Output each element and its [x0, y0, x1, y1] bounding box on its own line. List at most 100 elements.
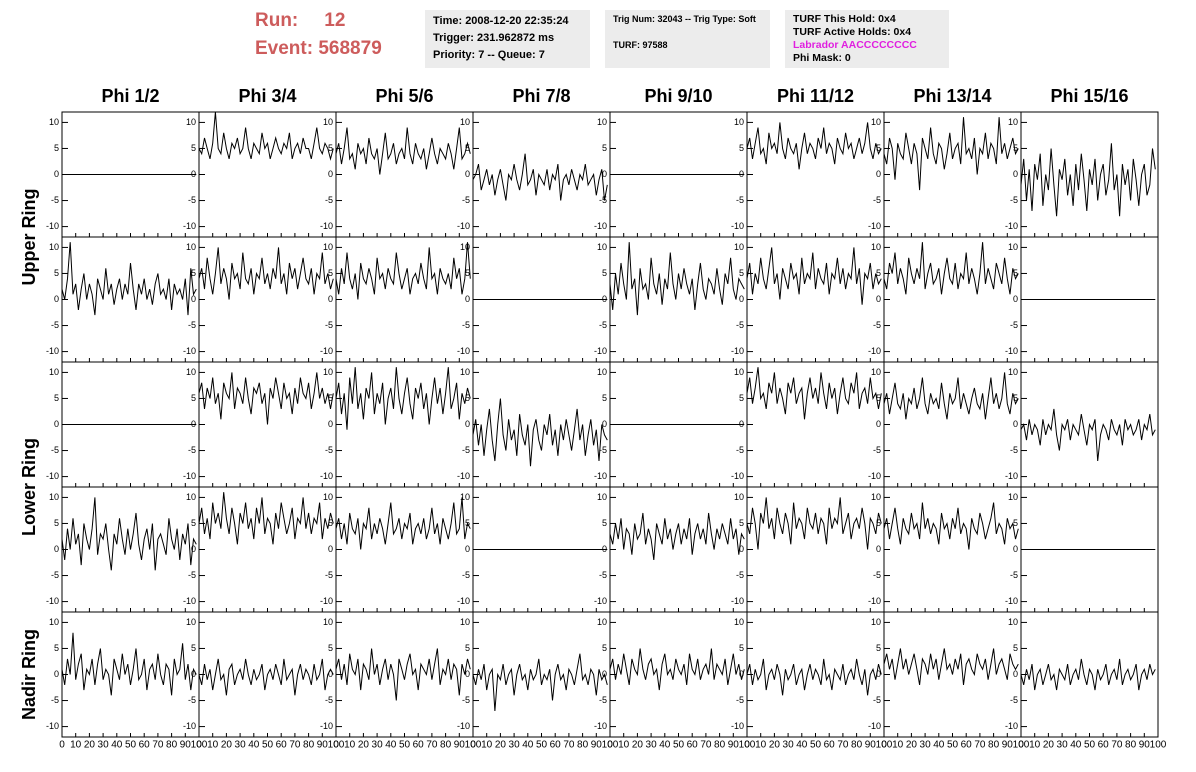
y-tick-label: 0	[1013, 544, 1018, 554]
y-tick-label: -10	[594, 221, 607, 231]
y-tick-label: 0	[328, 169, 333, 179]
y-tick-label: 10	[597, 492, 607, 502]
event-label: Event:	[255, 38, 314, 59]
y-tick-label: 5	[328, 268, 333, 278]
y-tick-label: 10	[871, 367, 881, 377]
y-tick-label: -5	[462, 195, 470, 205]
y-tick-label: -5	[736, 445, 744, 455]
x-tick-label: 40	[933, 740, 945, 751]
y-tick-label: 10	[597, 367, 607, 377]
y-tick-label: 10	[871, 242, 881, 252]
y-tick-label: -5	[51, 195, 59, 205]
x-tick-label: 20	[1043, 740, 1055, 751]
y-tick-label: -5	[1010, 570, 1018, 580]
y-tick-label: -10	[46, 721, 59, 731]
y-tick-label: 5	[876, 268, 881, 278]
y-tick-label: -5	[188, 570, 196, 580]
x-tick-label: 60	[139, 740, 151, 751]
panel-frame	[1020, 611, 1159, 738]
x-tick-label: 60	[961, 740, 973, 751]
y-tick-label: -5	[462, 695, 470, 705]
x-tick-label: 0	[1018, 740, 1024, 751]
waveform	[609, 648, 745, 691]
y-tick-label: -5	[325, 695, 333, 705]
panel-frame	[746, 111, 885, 238]
y-tick-label: -5	[736, 570, 744, 580]
y-tick-label: -5	[873, 695, 881, 705]
y-tick-label: -5	[51, 445, 59, 455]
trig-num: Trig Num: 32043 -- Trig Type: Soft	[613, 14, 756, 24]
y-tick-label: -10	[183, 471, 196, 481]
x-tick-label: 60	[413, 740, 425, 751]
x-tick-label: 60	[1098, 740, 1110, 751]
row-title: Nadir Ring	[19, 629, 39, 720]
row-title: Lower Ring	[19, 438, 39, 536]
column-title: Phi 13/14	[913, 86, 991, 106]
x-tick-label: 100	[191, 740, 208, 751]
y-tick-label: -5	[1010, 195, 1018, 205]
x-tick-label: 90	[1139, 740, 1151, 751]
y-tick-label: 10	[1008, 492, 1018, 502]
x-tick-label: 40	[659, 740, 671, 751]
x-tick-label: 100	[876, 740, 893, 751]
waveform	[61, 497, 197, 571]
x-tick-label: 80	[851, 740, 863, 751]
y-tick-label: 10	[1008, 242, 1018, 252]
y-tick-label: 10	[597, 242, 607, 252]
y-tick-label: 5	[54, 518, 59, 528]
y-tick-label: -10	[1005, 471, 1018, 481]
waveform	[883, 117, 1019, 191]
labrador: Labrador AACCCCCCCC	[793, 39, 917, 51]
y-tick-label: -10	[594, 721, 607, 731]
y-tick-label: -10	[594, 596, 607, 606]
x-tick-label: 90	[865, 740, 877, 751]
priority: Priority: 7 -- Queue: 7	[433, 49, 545, 61]
waveform	[198, 247, 334, 300]
y-tick-label: -5	[325, 195, 333, 205]
x-tick-label: 40	[796, 740, 808, 751]
x-tick-label: 10	[755, 740, 767, 751]
panel-frame	[61, 236, 200, 363]
y-tick-label: 5	[876, 518, 881, 528]
y-tick-label: -5	[599, 570, 607, 580]
x-tick-label: 90	[1002, 740, 1014, 751]
y-tick-label: 0	[739, 419, 744, 429]
y-tick-label: 5	[1013, 143, 1018, 153]
y-tick-label: 0	[191, 169, 196, 179]
x-tick-label: 70	[837, 740, 849, 751]
y-tick-label: 5	[602, 393, 607, 403]
y-tick-label: 0	[602, 544, 607, 554]
waveform	[883, 242, 1019, 295]
column-title: Phi 15/16	[1050, 86, 1128, 106]
event: Event: 568879	[255, 38, 382, 60]
y-tick-label: -10	[594, 471, 607, 481]
x-tick-label: 40	[111, 740, 123, 751]
y-tick-label: -10	[731, 596, 744, 606]
y-tick-label: -10	[868, 346, 881, 356]
x-tick-label: 0	[470, 740, 476, 751]
y-tick-label: 0	[876, 419, 881, 429]
y-tick-label: 0	[328, 544, 333, 554]
y-tick-label: 0	[191, 669, 196, 679]
x-tick-label: 20	[221, 740, 233, 751]
y-tick-label: 5	[739, 393, 744, 403]
y-tick-label: 10	[871, 492, 881, 502]
column-title: Phi 5/6	[375, 86, 433, 106]
y-tick-label: -10	[320, 596, 333, 606]
y-tick-label: 10	[49, 492, 59, 502]
x-tick-label: 20	[358, 740, 370, 751]
y-tick-label: -5	[51, 695, 59, 705]
waveform	[198, 372, 334, 425]
y-tick-label: -10	[457, 596, 470, 606]
y-tick-label: -10	[46, 346, 59, 356]
y-tick-label: 10	[734, 492, 744, 502]
x-tick-label: 10	[618, 740, 630, 751]
y-tick-label: 10	[734, 242, 744, 252]
x-tick-label: 90	[317, 740, 329, 751]
waveform	[472, 653, 608, 712]
y-tick-label: 10	[460, 117, 470, 127]
y-tick-label: -10	[457, 721, 470, 731]
y-tick-label: 10	[460, 617, 470, 627]
y-tick-label: 0	[191, 419, 196, 429]
y-tick-label: -10	[457, 221, 470, 231]
